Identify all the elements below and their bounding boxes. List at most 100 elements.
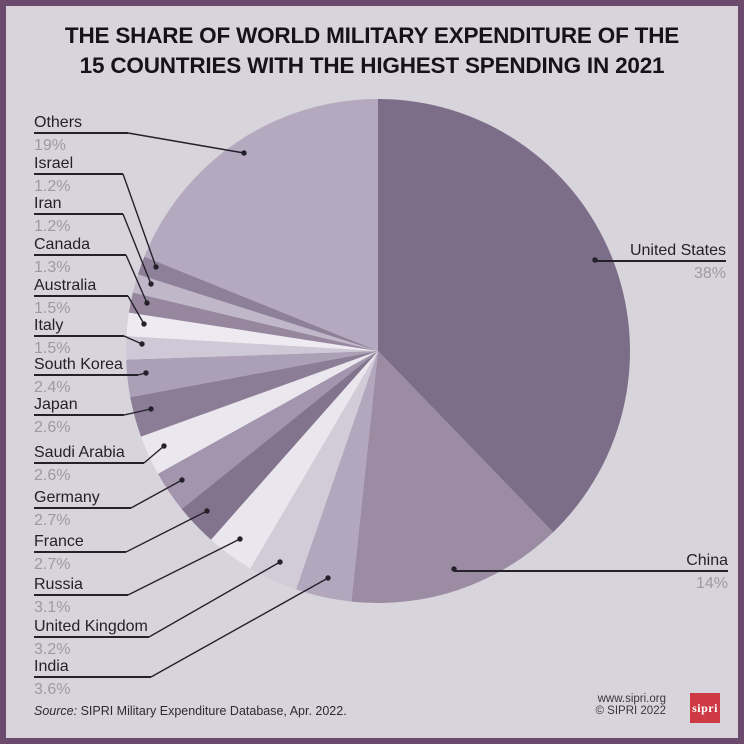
pie-label-name-japan: Japan: [34, 395, 124, 416]
pie-label-percent-japan: 2.6%: [34, 419, 71, 436]
pie-label-china: China 14%: [454, 551, 728, 593]
pie-label-percent-israel: 1.2%: [34, 178, 71, 195]
leader-line-israel: [122, 173, 157, 268]
pie-label-name-iran: Iran: [34, 194, 123, 215]
pie-label-percent-china: 14%: [695, 575, 728, 592]
leader-line-others: [127, 132, 245, 154]
pie-label-germany: Germany 2.7%: [34, 488, 131, 530]
pie-label-name-saudi-arabia: Saudi Arabia: [34, 443, 144, 464]
leader-line-italy: [123, 335, 143, 345]
pie-label-name-israel: Israel: [34, 154, 123, 175]
pie-label-percent-iran: 1.2%: [34, 218, 71, 235]
pie-label-france: France 2.7%: [34, 532, 126, 574]
pie-slice-germany: [157, 351, 378, 509]
leader-line-germany: [130, 479, 183, 509]
pie-label-others: Others 19%: [34, 113, 128, 155]
leader-line-russia: [127, 538, 241, 596]
source-text: SIPRI Military Expenditure Database, Apr…: [77, 704, 347, 718]
pie-chart: [122, 99, 631, 678]
leader-line-canada: [125, 254, 148, 304]
leader-line-united-kingdom: [148, 561, 281, 638]
leader-line-japan: [123, 408, 152, 416]
pie-label-percent-russia: 3.1%: [34, 599, 71, 616]
pie-label-percent-united-kingdom: 3.2%: [34, 641, 71, 658]
pie-label-name-australia: Australia: [34, 276, 128, 297]
pie-label-name-germany: Germany: [34, 488, 131, 509]
pie-label-percent-saudi-arabia: 2.6%: [34, 467, 71, 484]
leader-line-saudi-arabia: [143, 445, 165, 464]
pie-label-united-kingdom: United Kingdom 3.2%: [34, 617, 149, 659]
pie-slice-japan: [130, 351, 378, 437]
pie-slice-china: [351, 351, 554, 603]
pie-slice-australia: [126, 312, 378, 351]
pie-label-percent-canada: 1.3%: [34, 259, 71, 276]
pie-slice-france: [181, 351, 378, 540]
pie-label-percent-germany: 2.7%: [34, 512, 71, 529]
pie-label-percent-australia: 1.5%: [34, 300, 71, 317]
pie-slice-united-kingdom: [250, 351, 378, 590]
pie-slice-canada: [128, 292, 378, 351]
pie-label-name-others: Others: [34, 113, 128, 134]
leader-line-australia: [127, 295, 145, 325]
leader-dot-australia: [141, 321, 147, 327]
pie-slices: [125, 99, 631, 603]
leader-dot-saudi-arabia: [161, 443, 167, 449]
sipri-logo: sipri: [690, 693, 720, 723]
pie-label-name-south-korea: South Korea: [34, 355, 138, 376]
pie-label-percent-italy: 1.5%: [34, 340, 71, 357]
pie-slice-israel: [137, 256, 378, 351]
pie-label-name-united-kingdom: United Kingdom: [34, 617, 149, 638]
pie-label-name-canada: Canada: [34, 235, 126, 256]
pie-label-united-states: United States 38%: [595, 241, 726, 283]
leader-line-india: [150, 577, 329, 678]
pie-label-canada: Canada 1.3%: [34, 235, 126, 277]
pie-label-name-italy: Italy: [34, 316, 124, 337]
pie-label-south-korea: South Korea 2.4%: [34, 355, 138, 397]
pie-slice-others: [144, 99, 378, 351]
sipri-copyright: © SIPRI 2022: [595, 705, 666, 717]
pie-label-saudi-arabia: Saudi Arabia 2.6%: [34, 443, 144, 485]
pie-label-russia: Russia 3.1%: [34, 575, 128, 617]
pie-label-iran: Iran 1.2%: [34, 194, 123, 236]
pie-slice-iran: [132, 274, 378, 351]
leader-dot-others: [241, 150, 247, 156]
pie-label-australia: Australia 1.5%: [34, 276, 128, 318]
leader-dot-united-kingdom: [277, 559, 283, 565]
leader-dot-south-korea: [143, 370, 149, 376]
pie-label-italy: Italy 1.5%: [34, 316, 124, 358]
pie-slice-south-korea: [126, 351, 379, 398]
leader-line-france: [125, 510, 208, 553]
pie-label-name-france: France: [34, 532, 126, 553]
pie-slice-russia: [210, 351, 378, 569]
leader-dot-germany: [179, 477, 185, 483]
pie-label-israel: Israel 1.2%: [34, 154, 123, 196]
callout-lines: [122, 132, 598, 678]
leader-dot-france: [204, 508, 210, 514]
pie-label-name-russia: Russia: [34, 575, 128, 596]
pie-label-name-india: India: [34, 657, 151, 678]
leader-dot-india: [325, 575, 331, 581]
pie-label-percent-france: 2.7%: [34, 556, 71, 573]
leader-dot-canada: [144, 300, 150, 306]
sipri-website: www.sipri.org: [597, 693, 666, 705]
pie-slice-india: [296, 351, 378, 602]
sipri-logo-text: sipri: [692, 700, 718, 715]
pie-label-name-united-states: United States: [595, 241, 726, 262]
sipri-credits: www.sipri.org © SIPRI 2022: [596, 693, 666, 717]
pie-label-india: India 3.6%: [34, 657, 151, 699]
leader-line-iran: [122, 213, 152, 285]
pie-label-name-china: China: [454, 551, 728, 572]
pie-label-percent-south-korea: 2.4%: [34, 379, 71, 396]
chart-title: THE SHARE OF WORLD MILITARY EXPENDITURE …: [6, 21, 738, 81]
leader-dot-russia: [237, 536, 243, 542]
leader-dot-israel: [153, 264, 159, 270]
pie-slice-saudi-arabia: [140, 351, 378, 474]
pie-label-percent-others: 19%: [34, 137, 67, 154]
source-note: Source: SIPRI Military Expenditure Datab…: [34, 704, 347, 718]
pie-slice-italy: [125, 336, 378, 360]
leader-dot-italy: [139, 341, 145, 347]
pie-label-japan: Japan 2.6%: [34, 395, 124, 437]
leader-dot-japan: [148, 406, 154, 412]
chart-title-line1: THE SHARE OF WORLD MILITARY EXPENDITURE …: [64, 23, 680, 48]
